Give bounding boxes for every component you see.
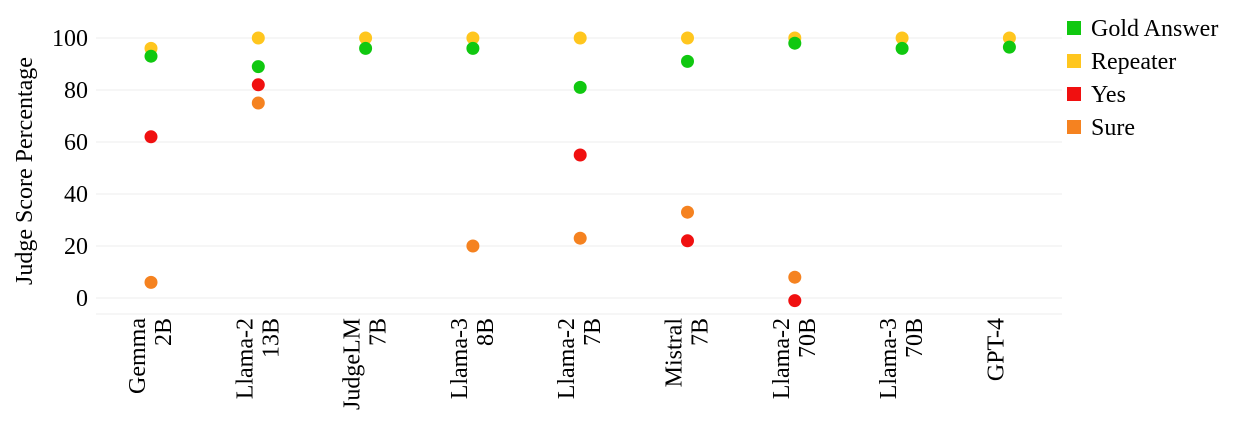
x-category-size: 13B bbox=[258, 318, 284, 358]
x-category-size: 7B bbox=[366, 318, 392, 346]
point-gold-answer-5 bbox=[681, 54, 694, 68]
x-category-name: Llama-2 bbox=[769, 318, 795, 399]
point-repeater-2 bbox=[359, 31, 373, 45]
x-category-name: Llama-3 bbox=[447, 318, 473, 399]
y-tick-label-60: 60 bbox=[64, 130, 88, 156]
x-category-size: 8B bbox=[473, 318, 499, 346]
legend-swatch bbox=[1067, 87, 1081, 101]
data-points bbox=[144, 31, 1016, 308]
point-gold-answer-1 bbox=[251, 60, 265, 74]
x-category-7: Llama-3 70B bbox=[876, 318, 928, 399]
x-category-size: 2B bbox=[151, 318, 177, 346]
x-category-name: Llama-2 bbox=[554, 318, 580, 399]
x-category-name: Llama-3 bbox=[876, 318, 902, 399]
legend-label: Yes bbox=[1091, 82, 1126, 108]
point-repeater-1 bbox=[251, 31, 265, 45]
x-category-name: Gemma bbox=[125, 318, 151, 394]
point-gold-answer-3 bbox=[466, 41, 480, 55]
point-sure-1 bbox=[251, 96, 265, 110]
legend-label: Sure bbox=[1091, 115, 1135, 141]
x-category-0: Gemma 2B bbox=[125, 318, 177, 394]
point-gold-answer-8 bbox=[1002, 40, 1016, 54]
y-axis-ticks: 0 20 40 60 80 100 bbox=[52, 26, 88, 312]
y-tick-label-80: 80 bbox=[64, 78, 88, 104]
series-repeater bbox=[144, 31, 1016, 55]
x-category-6: Llama-2 70B bbox=[769, 318, 821, 399]
point-sure-5 bbox=[681, 205, 694, 219]
legend-label: Gold Answer bbox=[1091, 16, 1218, 42]
point-gold-answer-6 bbox=[788, 36, 802, 50]
point-yes-6 bbox=[788, 294, 802, 308]
x-category-2: JudgeLM 7B bbox=[340, 318, 392, 410]
legend: Gold Answer Repeater Yes Sure bbox=[1067, 16, 1218, 141]
point-sure-4 bbox=[573, 231, 587, 245]
point-gold-answer-7 bbox=[895, 41, 909, 55]
point-yes-4 bbox=[573, 148, 587, 162]
y-axis-title: Judge Score Percentage bbox=[12, 57, 38, 285]
x-category-1: Llama-2 13B bbox=[232, 318, 284, 399]
x-category-name: Mistral bbox=[662, 318, 688, 388]
point-yes-0 bbox=[144, 130, 158, 144]
x-category-5: Mistral 7B bbox=[662, 318, 714, 388]
y-tick-label-0: 0 bbox=[76, 286, 88, 312]
legend-item-repeater: Repeater bbox=[1067, 49, 1176, 75]
point-repeater-3 bbox=[466, 31, 480, 45]
point-repeater-8 bbox=[1002, 31, 1016, 45]
point-sure-3 bbox=[466, 239, 480, 253]
x-category-size: 7B bbox=[688, 318, 714, 346]
x-category-size: 70B bbox=[795, 318, 821, 358]
point-sure-6 bbox=[788, 270, 802, 284]
point-gold-answer-2 bbox=[359, 41, 373, 55]
legend-item-gold-answer: Gold Answer bbox=[1067, 16, 1218, 42]
x-category-8: GPT-4 bbox=[983, 318, 1009, 381]
point-yes-5 bbox=[681, 234, 694, 248]
x-category-name: GPT-4 bbox=[983, 318, 1009, 381]
x-category-3: Llama-3 8B bbox=[447, 318, 499, 399]
x-category-size: 7B bbox=[580, 318, 606, 346]
x-category-name: Llama-2 bbox=[232, 318, 258, 399]
legend-swatch bbox=[1067, 21, 1081, 35]
x-category-name: JudgeLM bbox=[340, 318, 366, 410]
series-yes bbox=[144, 78, 802, 308]
legend-swatch bbox=[1067, 120, 1081, 134]
legend-item-yes: Yes bbox=[1067, 82, 1126, 108]
y-tick-label-100: 100 bbox=[52, 26, 88, 52]
point-gold-answer-4 bbox=[573, 80, 587, 94]
point-sure-0 bbox=[144, 275, 158, 289]
point-gold-answer-0 bbox=[144, 49, 158, 63]
y-tick-label-20: 20 bbox=[64, 234, 88, 260]
y-tick-label-40: 40 bbox=[64, 182, 88, 208]
point-repeater-5 bbox=[681, 31, 694, 45]
series-gold-answer bbox=[144, 36, 1016, 94]
point-repeater-7 bbox=[895, 31, 909, 45]
legend-item-sure: Sure bbox=[1067, 115, 1135, 141]
point-yes-1 bbox=[251, 78, 265, 92]
legend-label: Repeater bbox=[1091, 49, 1176, 75]
x-category-size: 70B bbox=[902, 318, 928, 358]
y-axis-title-group: Judge Score Percentage bbox=[12, 57, 38, 285]
x-category-4: Llama-2 7B bbox=[554, 318, 606, 399]
legend-swatch bbox=[1067, 54, 1081, 68]
series-sure bbox=[144, 96, 802, 289]
point-repeater-4 bbox=[573, 31, 587, 45]
grid-layer bbox=[96, 37, 1062, 315]
x-axis-categories: Gemma 2B Llama-2 13B JudgeLM 7B Llama-3 8B Llama… bbox=[125, 318, 1009, 410]
